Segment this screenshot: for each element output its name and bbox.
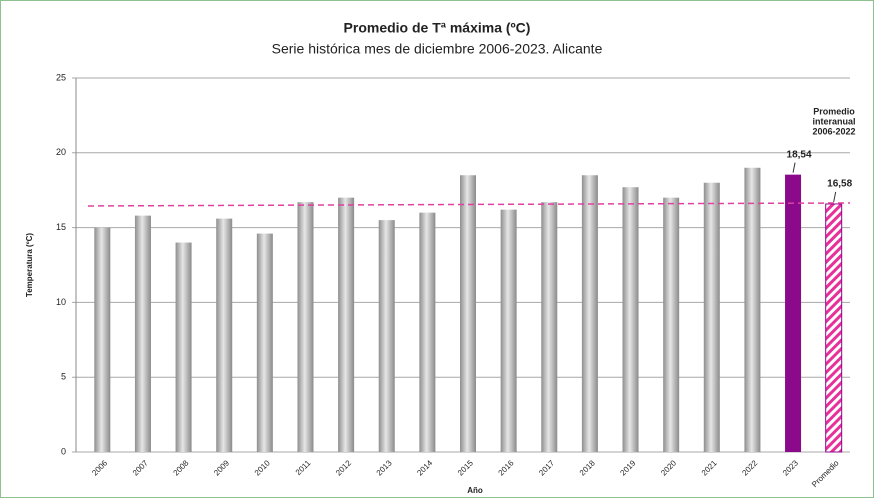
x-tick-label: 2006 <box>90 458 109 477</box>
leader-line <box>792 162 796 173</box>
bar <box>825 203 843 453</box>
bar <box>744 167 761 452</box>
value-label: 16,58 <box>827 179 852 190</box>
x-tick-label: 2009 <box>212 458 231 477</box>
x-tick-label: 2018 <box>578 458 597 477</box>
x-tick-label: 2021 <box>700 458 719 477</box>
x-tick-label: 2007 <box>131 458 150 477</box>
x-tick-label: 2013 <box>375 458 394 477</box>
x-tick-label: 2016 <box>497 458 516 477</box>
bar <box>500 209 517 452</box>
x-tick-label: 2019 <box>618 458 637 477</box>
x-tick-label: 2023 <box>781 458 800 477</box>
y-tick-label: 25 <box>56 72 66 82</box>
x-tick-label: 2022 <box>740 458 759 477</box>
chart-subtitle: Serie histórica mes de diciembre 2006-20… <box>272 41 603 57</box>
bar <box>541 202 558 452</box>
bar <box>297 202 314 452</box>
annotation: Promedio <box>813 106 855 116</box>
x-tick-label: 2008 <box>172 458 191 477</box>
x-tick-label: 2011 <box>294 458 313 477</box>
x-tick-label: 2017 <box>537 458 556 477</box>
bar <box>378 220 395 452</box>
x-tick-label: Promedio <box>810 458 841 489</box>
y-tick-label: 0 <box>61 446 66 456</box>
bar <box>175 242 192 452</box>
bar <box>216 218 233 452</box>
reference-line <box>87 202 851 207</box>
bar <box>703 182 720 452</box>
leader-line <box>833 191 837 203</box>
x-tick-label: 2012 <box>334 458 353 477</box>
bar <box>663 197 680 452</box>
x-axis-label: Año <box>467 486 483 495</box>
chart-title: Promedio de Tª máxima (ºC) <box>344 20 531 36</box>
y-tick-label: 10 <box>56 297 66 307</box>
bar <box>338 197 355 452</box>
bar <box>94 227 111 452</box>
bar <box>134 215 151 452</box>
bar <box>581 175 598 453</box>
x-tick-label: 2010 <box>253 458 272 477</box>
bar <box>622 187 639 452</box>
bar <box>419 212 436 452</box>
annotation: interanual <box>812 116 855 126</box>
x-tick-label: 2020 <box>659 458 678 477</box>
y-tick-label: 5 <box>61 372 66 382</box>
bar <box>460 175 476 453</box>
bar <box>785 174 802 452</box>
annotation: 2006-2022 <box>812 126 855 136</box>
x-tick-label: 2015 <box>456 458 475 477</box>
y-axis-label: Temperatura (ºC) <box>25 233 34 297</box>
y-tick-label: 20 <box>56 147 66 157</box>
x-tick-label: 2014 <box>415 458 434 477</box>
bar <box>256 233 273 452</box>
y-tick-label: 15 <box>56 222 66 232</box>
value-label: 18,54 <box>787 149 812 160</box>
